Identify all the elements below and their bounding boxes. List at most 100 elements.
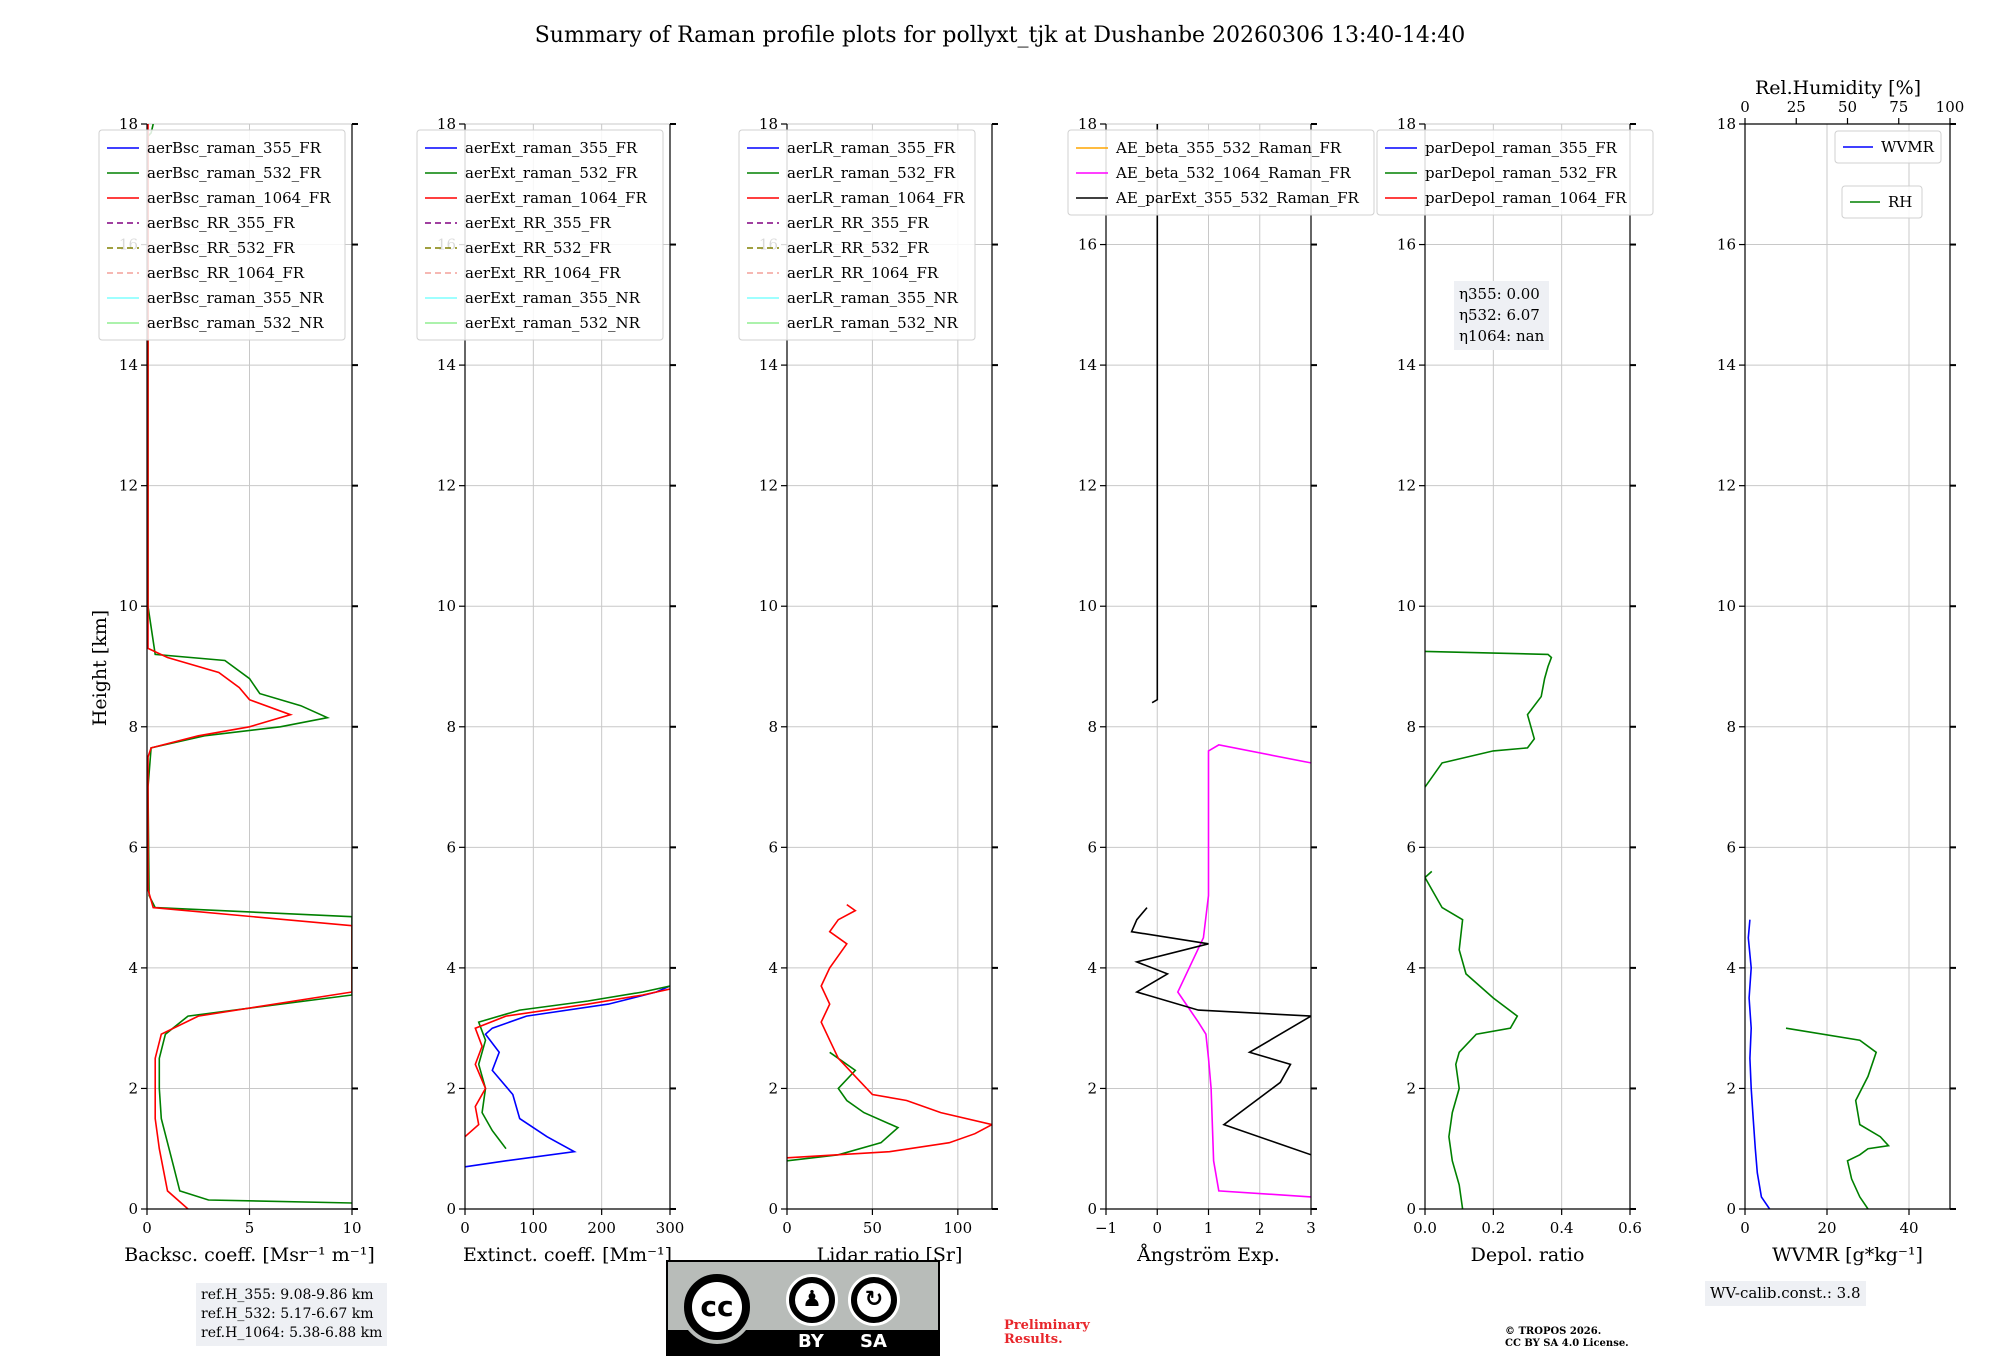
legend-entry: aerExt_raman_1064_FR: [465, 189, 647, 207]
by-label: BY: [798, 1331, 824, 1352]
wvmr-top-axis-label: Rel.Humidity [%]: [1755, 77, 1921, 99]
x-tick-label: 0.4: [1550, 1219, 1574, 1237]
cc-by-sa-badge: cc ♟ ↻ BY SA: [666, 1260, 940, 1356]
y-tick-label: 6: [446, 838, 456, 856]
x2-tick-label: 100: [1936, 98, 1965, 116]
y-tick-label: 0: [1087, 1200, 1097, 1218]
y-tick-label: 12: [759, 477, 778, 495]
series-line-aerExt_raman_355_FR: [465, 985, 670, 1168]
series-group: [147, 124, 352, 1209]
x-axis-label: Ångström Exp.: [1136, 1244, 1280, 1266]
wv-calibration-constant: WV-calib.const.: 3.8: [1710, 1284, 1861, 1302]
legend-box: [1067, 129, 1375, 216]
copyright-line-1: © TROPOS 2026.: [1505, 1326, 1602, 1337]
x-tick-label: 0: [1740, 1219, 1750, 1237]
series-line-aerExt_raman_1064_FR: [465, 988, 670, 1138]
panel-backscatter: 0510024681012141618Backsc. coeff. [Msr⁻¹…: [98, 115, 375, 1266]
x-tick-label: 50: [863, 1219, 882, 1237]
x-axis-label: WVMR [g*kg⁻¹]: [1772, 1244, 1923, 1266]
ref-height-355: ref.H_355: 9.08-9.86 km: [201, 1287, 374, 1303]
y-tick-label: 14: [1078, 356, 1097, 374]
series-line-aerExt_raman_532_FR: [477, 985, 670, 1150]
y-tick-label: 14: [1397, 356, 1416, 374]
reference-heights-box: ref.H_355: 9.08-9.86 km ref.H_532: 5.17-…: [196, 1283, 388, 1346]
y-tick-label: 12: [1078, 477, 1097, 495]
x-tick-label: 20: [1817, 1219, 1836, 1237]
legend-box: [98, 129, 346, 341]
copyright-line-2: CC BY SA 4.0 License.: [1505, 1338, 1629, 1349]
y-tick-label: 2: [446, 1079, 456, 1097]
y-tick-label: 18: [1717, 115, 1736, 133]
x-tick-label: 0.0: [1413, 1219, 1437, 1237]
legend-entry: aerExt_raman_355_NR: [465, 289, 641, 307]
y-tick-label: 6: [768, 838, 778, 856]
cc-logo-icon: cc: [680, 1270, 754, 1344]
x-axis-label: Backsc. coeff. [Msr⁻¹ m⁻¹]: [124, 1244, 375, 1266]
y-tick-label: 2: [768, 1079, 778, 1097]
y-tick-label: 18: [437, 115, 456, 133]
y-tick-label: 6: [1087, 838, 1097, 856]
legend-entry: parDepol_raman_355_FR: [1425, 139, 1618, 157]
y-tick-label: 12: [437, 477, 456, 495]
y-tick-label: 12: [1397, 477, 1416, 495]
ref-height-532: ref.H_532: 5.17-6.67 km: [201, 1306, 374, 1322]
x-tick-label: 0.2: [1481, 1219, 1505, 1237]
series-group: [1425, 650, 1553, 1209]
y-tick-label: 8: [1726, 718, 1736, 736]
y-tick-label: 14: [1717, 356, 1736, 374]
y-tick-label: 18: [1078, 115, 1097, 133]
y-tick-label: 18: [759, 115, 778, 133]
legend-entry: aerLR_raman_1064_FR: [787, 189, 965, 207]
legend-entry: parDepol_raman_1064_FR: [1425, 189, 1627, 207]
wv-calibration-box: WV-calib.const.: 3.8: [1705, 1281, 1866, 1306]
y-tick-label: 12: [119, 477, 138, 495]
legend-entry: aerExt_raman_355_FR: [465, 139, 638, 157]
x-tick-label: 0: [460, 1219, 470, 1237]
y-tick-label: 18: [1397, 115, 1416, 133]
x2-tick-label: 0: [1740, 98, 1750, 116]
x-tick-label: −1: [1095, 1219, 1117, 1237]
legend-entry: aerBsc_raman_532_NR: [147, 314, 324, 332]
y-tick-label: 8: [446, 718, 456, 736]
eta-532: η532: 6.07: [1459, 306, 1540, 324]
x-tick-label: 10: [342, 1219, 361, 1237]
series-line-parDepol_raman_532_FR: [1425, 870, 1519, 1209]
y-tick-label: 16: [1078, 236, 1097, 254]
legend-entry: AE_parExt_355_532_Raman_FR: [1115, 189, 1360, 207]
legend-entry: parDepol_raman_532_FR: [1425, 164, 1618, 182]
y-tick-label: 0: [128, 1200, 138, 1218]
series-group: [465, 985, 670, 1168]
figure-title: Summary of Raman profile plots for polly…: [535, 23, 1466, 48]
y-tick-label: 2: [1087, 1079, 1097, 1097]
y-tick-label: 0: [1726, 1200, 1736, 1218]
legend-box: [416, 129, 664, 341]
y-tick-label: 14: [437, 356, 456, 374]
y-tick-label: 4: [1087, 959, 1097, 977]
legend-entry: aerExt_RR_355_FR: [465, 214, 612, 232]
y-tick-label: 0: [1406, 1200, 1416, 1218]
series-group: [787, 903, 992, 1162]
legend-entry: aerBsc_RR_1064_FR: [147, 264, 305, 282]
legend-label: WVMR: [1881, 138, 1935, 156]
x-axis-label: Extinct. coeff. [Mm⁻¹]: [463, 1244, 672, 1266]
x-tick-label: 5: [245, 1219, 255, 1237]
y-tick-label: 10: [1078, 597, 1097, 615]
panels: 0510024681012141618Backsc. coeff. [Msr⁻¹…: [98, 98, 1964, 1266]
series-line-aerLR_raman_532_FR: [787, 1051, 900, 1162]
legend-box: [1841, 185, 1923, 219]
legend-entry: aerBsc_raman_1064_FR: [147, 189, 331, 207]
legend-label: RH: [1888, 193, 1912, 211]
legend-box: [1376, 129, 1654, 216]
y-tick-label: 6: [128, 838, 138, 856]
x2-tick-label: 25: [1787, 98, 1806, 116]
preliminary-results-note: Preliminary Results.: [1004, 1318, 1090, 1347]
legend-entry: aerBsc_raman_532_FR: [147, 164, 322, 182]
x-tick-label: 2: [1255, 1219, 1265, 1237]
series-line-aerBsc_raman_1064_FR: [147, 124, 352, 1209]
x-tick-label: 0: [142, 1219, 152, 1237]
panel-lidar_ratio: 050100024681012141618Lidar ratio [Sr]aer…: [738, 115, 998, 1266]
y-tick-label: 8: [1087, 718, 1097, 736]
series-line-WVMR: [1747, 919, 1771, 1209]
